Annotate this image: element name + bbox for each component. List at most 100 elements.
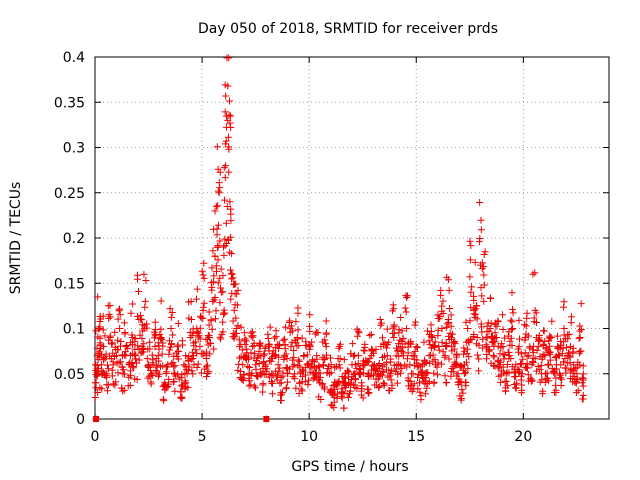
data-point	[181, 362, 189, 370]
data-point	[517, 376, 525, 384]
data-point	[458, 386, 466, 394]
data-point	[227, 266, 235, 274]
data-point	[187, 355, 195, 363]
data-point	[170, 363, 178, 371]
data-point	[345, 368, 353, 376]
data-point	[512, 384, 520, 392]
data-point	[265, 341, 273, 349]
data-point	[451, 338, 459, 346]
data-point	[410, 380, 418, 388]
data-point	[501, 334, 509, 342]
data-point	[180, 361, 188, 369]
data-point	[558, 350, 566, 358]
data-point	[393, 379, 401, 387]
data-point	[170, 369, 178, 377]
data-point	[102, 372, 110, 380]
data-point	[297, 385, 305, 393]
data-point	[519, 355, 527, 363]
data-point	[338, 385, 346, 393]
data-point	[449, 363, 457, 371]
data-point	[217, 288, 225, 296]
data-point	[466, 256, 474, 264]
data-point	[290, 353, 298, 361]
data-point	[326, 370, 334, 378]
data-point	[169, 378, 177, 386]
data-point	[327, 369, 335, 377]
data-point	[427, 331, 435, 339]
data-point	[166, 305, 174, 313]
data-point	[282, 385, 290, 393]
data-point	[91, 394, 99, 402]
data-point	[163, 384, 171, 392]
data-point	[490, 353, 498, 361]
data-point	[276, 379, 284, 387]
data-point	[429, 351, 437, 359]
data-point	[355, 329, 363, 337]
data-point	[199, 271, 207, 279]
data-point	[336, 342, 344, 350]
data-point	[251, 384, 259, 392]
data-point	[579, 362, 587, 370]
data-point	[269, 347, 277, 355]
data-point	[488, 339, 496, 347]
data-point	[203, 370, 211, 378]
data-point	[208, 286, 216, 294]
data-point	[256, 339, 264, 347]
data-point	[539, 390, 547, 398]
x-tick-label: 20	[514, 429, 532, 445]
data-point	[187, 298, 195, 306]
data-point	[541, 370, 549, 378]
data-point	[109, 358, 117, 366]
data-point	[94, 333, 102, 341]
data-point	[463, 345, 471, 353]
data-point	[464, 365, 472, 373]
data-point	[330, 398, 338, 406]
data-point	[219, 328, 227, 336]
data-point	[364, 389, 372, 397]
data-point	[194, 360, 202, 368]
data-point	[278, 389, 286, 397]
data-point	[521, 349, 529, 357]
data-point	[94, 293, 102, 301]
data-point	[99, 326, 107, 334]
data-point	[475, 238, 483, 246]
data-point	[490, 362, 498, 370]
data-point	[103, 381, 111, 389]
data-point	[208, 325, 216, 333]
data-point	[447, 322, 455, 330]
data-point	[193, 363, 201, 371]
data-point	[114, 336, 122, 344]
data-point	[431, 338, 439, 346]
data-point	[533, 346, 541, 354]
data-point	[546, 356, 554, 364]
data-point	[115, 359, 123, 367]
data-point	[214, 202, 222, 210]
data-point	[138, 335, 146, 343]
data-point	[138, 316, 146, 324]
data-point	[306, 311, 314, 319]
data-point	[100, 343, 108, 351]
data-point	[333, 382, 341, 390]
data-point	[157, 297, 165, 305]
data-point	[575, 334, 583, 342]
data-point	[460, 344, 468, 352]
data-point	[397, 362, 405, 370]
data-point	[226, 198, 234, 206]
data-point	[433, 363, 441, 371]
data-point	[354, 327, 362, 335]
y-tick-label: 0.2	[63, 231, 85, 247]
data-point	[533, 367, 541, 375]
data-point	[244, 362, 252, 370]
data-point	[226, 248, 234, 256]
data-point	[457, 361, 465, 369]
data-point	[96, 317, 104, 325]
data-point	[470, 306, 478, 314]
data-point	[517, 360, 525, 368]
data-point	[351, 360, 359, 368]
data-point	[531, 269, 539, 277]
data-point	[225, 168, 233, 176]
data-point	[540, 327, 548, 335]
data-point	[282, 350, 290, 358]
data-point	[565, 330, 573, 338]
data-point	[155, 357, 163, 365]
